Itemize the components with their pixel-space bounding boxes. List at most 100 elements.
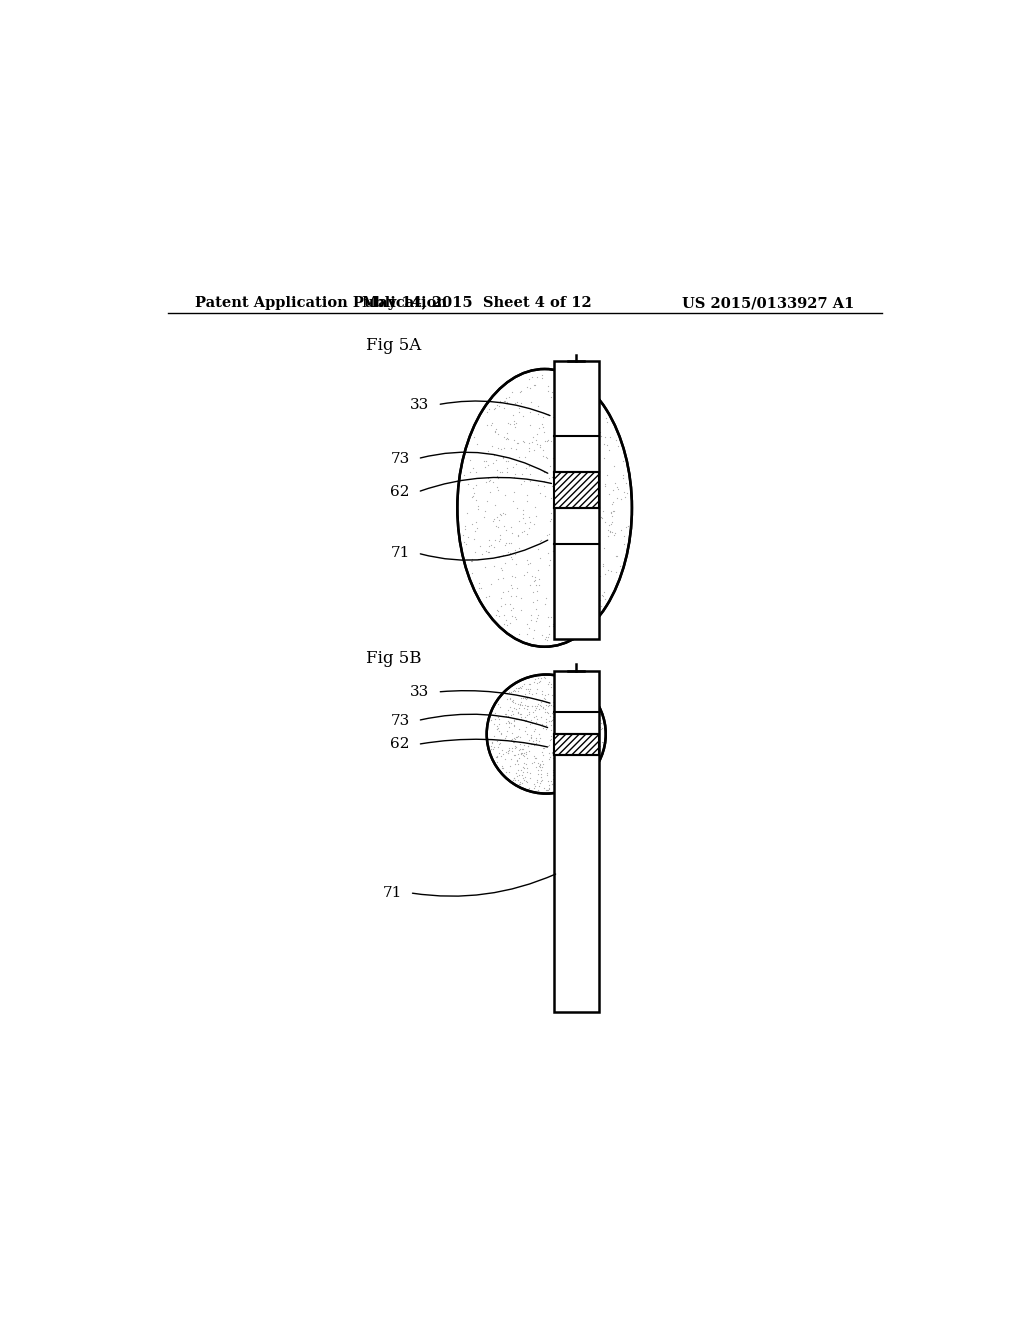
Point [507,607,523,628]
Point [515,739,531,760]
Point [476,450,493,471]
Point [470,549,486,570]
Point [513,742,529,763]
Point [569,758,586,779]
Point [600,525,616,546]
Point [607,523,624,544]
Point [549,696,565,717]
Point [551,731,567,752]
Point [588,715,604,737]
Point [534,759,550,780]
Point [573,759,590,780]
Point [607,561,624,582]
Point [520,441,537,462]
Point [605,492,622,513]
Point [501,681,517,702]
Point [584,751,600,772]
Point [571,681,588,702]
Point [529,605,546,626]
Point [571,413,588,434]
Point [530,776,547,797]
Point [526,751,543,772]
Point [476,556,493,577]
Point [515,405,531,426]
Point [582,557,598,578]
Point [545,704,561,725]
Point [559,776,575,797]
Point [517,446,534,467]
Point [506,698,522,719]
Point [489,718,506,739]
Point [580,685,596,706]
Point [549,682,565,704]
Point [489,546,506,568]
Point [496,397,512,418]
Point [514,764,530,785]
Point [592,589,608,610]
Point [544,673,560,694]
Point [597,589,613,610]
Point [538,718,554,739]
Point [535,744,551,766]
Point [538,587,554,609]
Point [573,725,590,746]
Point [539,446,555,467]
Point [532,437,549,458]
Point [529,367,546,388]
Point [545,447,561,469]
Point [543,714,559,735]
Point [540,606,556,627]
Point [597,475,613,496]
Point [522,414,539,436]
Point [532,696,549,717]
Point [531,483,548,504]
Point [584,397,600,418]
Point [465,458,481,479]
Point [551,517,567,539]
Point [541,467,557,488]
Point [499,458,515,479]
Point [511,731,527,752]
Point [587,744,603,766]
Point [490,693,507,714]
Point [523,725,540,746]
Point [481,585,498,606]
Point [484,473,501,494]
Point [494,504,510,525]
Point [539,779,555,800]
Point [584,498,600,519]
Point [530,671,547,692]
Point [505,457,521,478]
Point [592,735,608,756]
Point [592,421,608,442]
Point [488,751,505,772]
Point [570,512,587,533]
Point [571,396,588,417]
Point [498,429,514,450]
Point [545,709,561,730]
Point [566,698,583,719]
Point [480,536,497,557]
Point [496,391,512,412]
Point [501,532,517,553]
Point [566,484,583,506]
Point [478,491,495,512]
Point [589,426,605,447]
Point [577,441,593,462]
Point [506,768,522,789]
Point [534,684,550,705]
Point [507,744,523,766]
Point [455,525,471,546]
Point [537,668,553,689]
Point [499,762,515,783]
Point [507,463,523,484]
Point [517,717,534,738]
Point [527,429,544,450]
Point [500,541,516,562]
Point [588,744,604,766]
Point [481,399,498,420]
Point [572,440,589,461]
Point [582,698,598,719]
Point [523,734,540,755]
Point [490,709,507,730]
